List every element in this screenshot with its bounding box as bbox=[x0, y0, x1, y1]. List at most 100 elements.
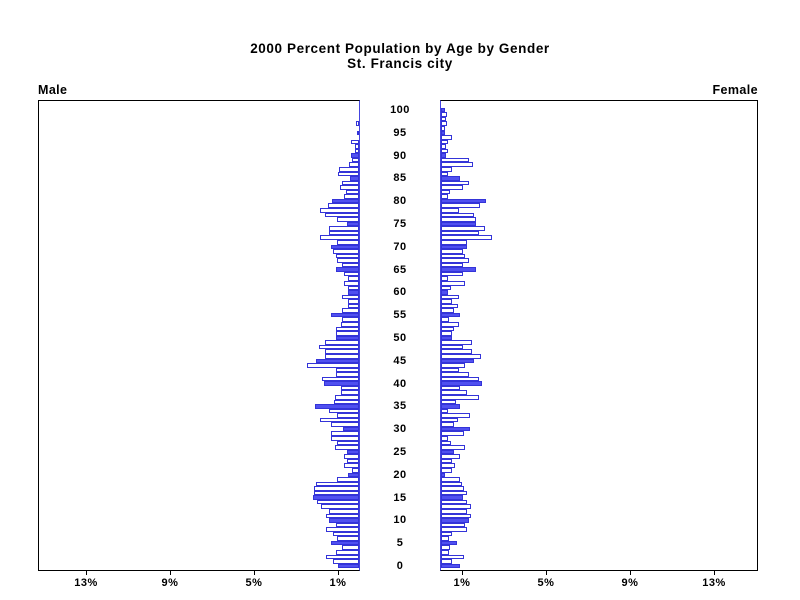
bar-female-age-19 bbox=[441, 477, 460, 482]
bar-male-age-58 bbox=[348, 299, 359, 304]
bar-male-age-45 bbox=[315, 358, 359, 364]
bar-female-age-47 bbox=[441, 349, 472, 354]
female-panel bbox=[440, 100, 758, 571]
bar-female-age-45 bbox=[441, 358, 475, 364]
bar-female-age-85 bbox=[441, 176, 460, 181]
bar-male-age-4 bbox=[342, 545, 359, 551]
male-axis-label: Male bbox=[38, 83, 68, 97]
bar-female-age-82 bbox=[441, 189, 451, 195]
bar-male-age-35 bbox=[315, 404, 359, 409]
bar-male-age-42 bbox=[335, 372, 359, 377]
bar-female-age-66 bbox=[441, 262, 463, 268]
bar-male-age-75 bbox=[346, 221, 359, 227]
bar-female-age-36 bbox=[441, 399, 456, 405]
bar-female-age-10 bbox=[441, 518, 469, 523]
bar-female-age-77 bbox=[441, 212, 475, 218]
age-tick-label-40: 40 bbox=[393, 377, 407, 390]
age-tick-label-95: 95 bbox=[393, 126, 407, 139]
bar-male-age-50 bbox=[335, 335, 359, 341]
age-tick-label-10: 10 bbox=[393, 514, 407, 527]
bar-female-age-11 bbox=[441, 513, 471, 519]
bar-male-age-56 bbox=[342, 308, 359, 313]
bar-female-age-81 bbox=[441, 194, 448, 199]
age-tick-label-15: 15 bbox=[393, 491, 407, 504]
bar-female-age-54 bbox=[441, 317, 450, 323]
bar-male-age-12 bbox=[328, 509, 359, 514]
bar-female-age-21 bbox=[441, 467, 452, 473]
bar-female-age-92 bbox=[441, 144, 447, 149]
male-panel bbox=[38, 100, 360, 571]
bar-male-age-81 bbox=[344, 194, 359, 199]
bar-female-age-25 bbox=[441, 449, 455, 455]
bar-male-age-82 bbox=[345, 189, 359, 195]
bar-female-age-61 bbox=[441, 285, 451, 291]
bar-male-age-37 bbox=[334, 395, 359, 400]
bar-female-age-65 bbox=[441, 267, 476, 272]
bar-female-age-41 bbox=[441, 376, 479, 382]
bar-female-age-32 bbox=[441, 417, 458, 423]
bar-female-age-14 bbox=[441, 499, 468, 505]
bar-male-age-79 bbox=[328, 203, 359, 209]
male-x-tick-5: 5% bbox=[245, 577, 263, 589]
bar-female-age-64 bbox=[441, 271, 463, 277]
bar-male-age-74 bbox=[328, 226, 359, 231]
bar-female-age-4 bbox=[441, 545, 451, 551]
bar-male-age-23 bbox=[347, 458, 359, 464]
bar-male-age-80 bbox=[331, 198, 359, 204]
bar-female-age-75 bbox=[441, 221, 476, 227]
bar-male-age-92 bbox=[355, 144, 359, 149]
bar-female-age-98 bbox=[441, 116, 447, 122]
bar-male-age-52 bbox=[335, 326, 359, 332]
bar-female-age-31 bbox=[441, 422, 455, 427]
bar-female-age-26 bbox=[441, 445, 466, 450]
bar-female-age-93 bbox=[441, 139, 448, 145]
bar-male-age-68 bbox=[335, 253, 359, 259]
bar-female-age-71 bbox=[441, 239, 468, 245]
female-x-tick-13: 13% bbox=[702, 577, 726, 589]
bar-female-age-17 bbox=[441, 486, 465, 491]
bar-male-age-85 bbox=[349, 176, 359, 181]
bar-female-age-48 bbox=[441, 344, 464, 350]
age-tick-label-85: 85 bbox=[393, 172, 407, 185]
bar-female-age-78 bbox=[441, 208, 460, 213]
bar-male-age-38 bbox=[340, 390, 359, 395]
bar-male-age-18 bbox=[315, 481, 359, 487]
bar-male-age-93 bbox=[351, 139, 359, 145]
age-tick-label-45: 45 bbox=[393, 354, 407, 367]
bar-female-age-80 bbox=[441, 198, 487, 204]
bar-male-age-65 bbox=[335, 267, 359, 272]
bar-male-age-0 bbox=[338, 563, 359, 569]
male-x-tick-13-mark bbox=[86, 571, 87, 575]
bar-male-age-6 bbox=[337, 536, 359, 541]
bar-male-age-60 bbox=[348, 290, 359, 295]
male-x-tick-13: 13% bbox=[74, 577, 98, 589]
bar-male-age-77 bbox=[324, 212, 359, 218]
bar-female-age-60 bbox=[441, 290, 448, 295]
female-x-tick-5: 5% bbox=[537, 577, 555, 589]
bar-male-age-40 bbox=[324, 381, 359, 386]
bar-female-age-84 bbox=[441, 180, 469, 186]
bar-male-age-15 bbox=[312, 495, 359, 500]
bar-male-age-90 bbox=[351, 153, 359, 158]
bar-male-age-46 bbox=[324, 353, 359, 359]
bar-male-age-29 bbox=[330, 431, 359, 437]
female-x-tick-13-mark bbox=[714, 571, 715, 575]
bar-male-age-48 bbox=[319, 344, 359, 350]
bar-male-age-43 bbox=[335, 367, 359, 373]
bar-female-age-70 bbox=[441, 244, 468, 250]
bar-female-age-18 bbox=[441, 481, 462, 487]
bar-female-age-96 bbox=[441, 125, 446, 131]
bar-male-age-72 bbox=[319, 235, 359, 240]
bar-male-age-53 bbox=[340, 322, 359, 327]
bar-male-age-67 bbox=[337, 258, 359, 263]
bar-female-age-91 bbox=[441, 148, 448, 154]
bar-male-age-27 bbox=[336, 440, 359, 446]
bar-male-age-21 bbox=[351, 467, 359, 473]
bar-female-age-97 bbox=[441, 121, 447, 126]
bar-male-age-47 bbox=[324, 349, 359, 354]
bar-female-age-95 bbox=[441, 130, 446, 136]
bar-male-age-49 bbox=[324, 340, 359, 345]
female-x-tick-9-mark bbox=[630, 571, 631, 575]
bar-female-age-59 bbox=[441, 294, 460, 300]
